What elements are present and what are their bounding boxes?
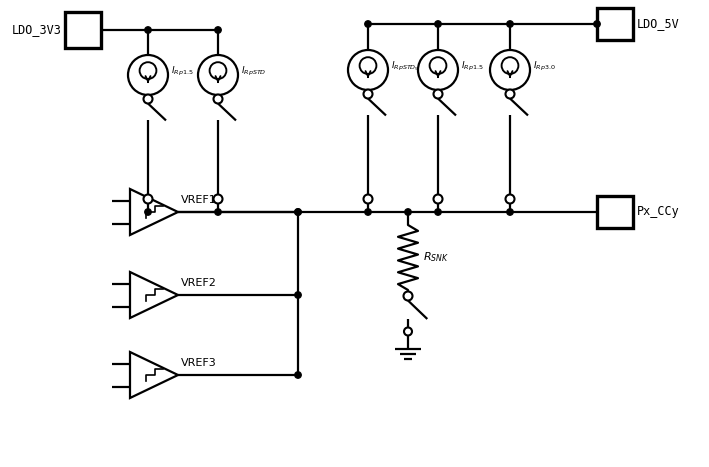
Bar	[597, 8, 633, 40]
Circle shape	[295, 209, 301, 215]
Circle shape	[213, 94, 223, 104]
Circle shape	[364, 90, 372, 99]
Text: LDO_3V3: LDO_3V3	[12, 23, 62, 36]
Circle shape	[295, 292, 301, 298]
Text: $I_{Rp1.5}$: $I_{Rp1.5}$	[171, 64, 194, 78]
Circle shape	[365, 21, 372, 27]
Circle shape	[295, 209, 301, 215]
Circle shape	[215, 209, 221, 215]
Text: $I_{RpSTD_5}$: $I_{RpSTD_5}$	[391, 59, 419, 72]
Circle shape	[506, 90, 515, 99]
Bar	[65, 12, 101, 48]
Bar	[597, 196, 633, 228]
Circle shape	[364, 194, 372, 204]
Circle shape	[594, 21, 601, 27]
Circle shape	[405, 209, 411, 215]
Text: $I_{RpSTD}$: $I_{RpSTD}$	[241, 64, 267, 78]
Text: $R_{SNK}$: $R_{SNK}$	[423, 251, 449, 264]
Circle shape	[435, 209, 441, 215]
Circle shape	[507, 209, 513, 215]
Circle shape	[404, 327, 412, 335]
Circle shape	[365, 209, 372, 215]
Circle shape	[143, 94, 152, 104]
Circle shape	[433, 194, 442, 204]
Text: VREF3: VREF3	[181, 358, 217, 368]
Text: Px_CCy: Px_CCy	[637, 205, 680, 219]
Circle shape	[213, 194, 223, 204]
Circle shape	[506, 194, 515, 204]
Circle shape	[145, 27, 151, 33]
Text: VREF2: VREF2	[181, 278, 217, 288]
Text: $I_{Rp1.5}$: $I_{Rp1.5}$	[461, 59, 484, 72]
Text: $I_{Rp3.0}$: $I_{Rp3.0}$	[533, 59, 556, 72]
Circle shape	[215, 27, 221, 33]
Text: LDO_5V: LDO_5V	[637, 17, 680, 30]
Circle shape	[295, 372, 301, 378]
Text: VREF1: VREF1	[181, 195, 217, 205]
Circle shape	[145, 209, 151, 215]
Circle shape	[403, 291, 413, 300]
Circle shape	[507, 21, 513, 27]
Circle shape	[435, 21, 441, 27]
Circle shape	[433, 90, 442, 99]
Circle shape	[143, 194, 152, 204]
